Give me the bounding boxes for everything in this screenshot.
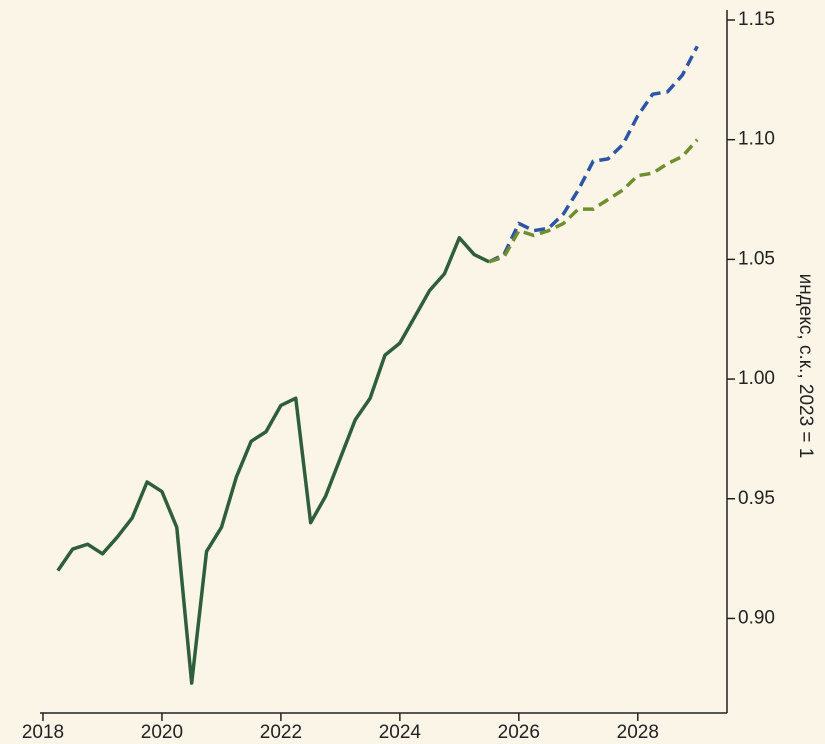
y-tick-label: 1.15 [738, 9, 775, 30]
x-tick-label: 2020 [141, 722, 183, 743]
series-line [56, 236, 490, 685]
x-tick-label: 2026 [498, 722, 540, 743]
x-tick-label: 2018 [22, 722, 64, 743]
x-tick-label: 2024 [379, 722, 422, 743]
x-tick-label: 2022 [260, 722, 302, 743]
y-tick-label: 1.05 [738, 248, 775, 269]
x-tick-label: 2028 [617, 722, 659, 743]
y-tick-label: 0.95 [738, 488, 775, 509]
y-tick-label: 0.90 [738, 607, 775, 628]
y-axis-label: индекс, с.к., 2023 = 1 [795, 274, 816, 459]
series-line [488, 138, 699, 264]
y-tick-label: 1.10 [738, 129, 775, 150]
series-line [488, 45, 699, 264]
y-tick-label: 1.00 [738, 368, 775, 389]
